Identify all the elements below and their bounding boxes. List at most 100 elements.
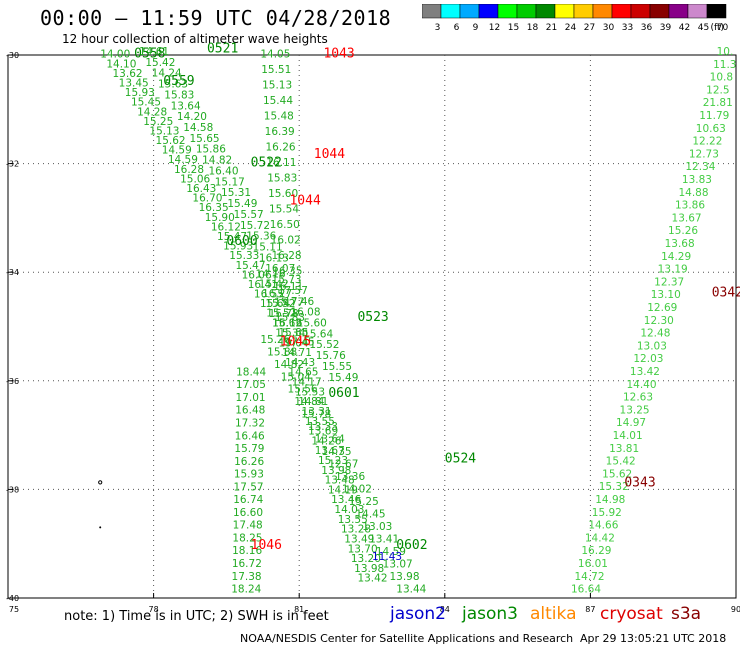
swh-value-label: 14.59 bbox=[168, 154, 198, 166]
pass-time-label: 1044 bbox=[289, 193, 320, 208]
swh-value-label: 14.00 bbox=[100, 49, 130, 61]
swh-value-label: 11.79 bbox=[699, 110, 729, 122]
swh-value-label: 14.19 bbox=[328, 484, 358, 496]
swh-value-label: 14.88 bbox=[678, 187, 708, 199]
swh-value-label: 14.26 bbox=[311, 435, 341, 447]
swh-value-label: 19.04 bbox=[279, 337, 309, 349]
colorbar-label: 45 bbox=[698, 23, 709, 33]
satellite-label-altika: altika bbox=[530, 604, 577, 624]
pass-time-label: 0522 bbox=[251, 155, 282, 170]
swh-value-label: 15.85 bbox=[278, 327, 308, 339]
swh-value-label: 15.93 bbox=[234, 469, 264, 481]
swh-value-label: 15.60 bbox=[297, 318, 327, 330]
x-tick-label: 90 bbox=[731, 605, 740, 614]
x-tick-label: 81 bbox=[294, 605, 304, 614]
swh-value-label: 15.36 bbox=[246, 231, 276, 243]
swh-value-label: 14.97 bbox=[616, 417, 646, 429]
pass-time-label: 1043 bbox=[323, 47, 354, 62]
swh-value-label: 13.49 bbox=[344, 533, 374, 545]
swh-value-label: 13.25 bbox=[620, 404, 650, 416]
swh-value-label: 14.28 bbox=[137, 106, 167, 118]
swh-value-label: 13.36 bbox=[335, 471, 365, 483]
colorbar-unit: (ft) bbox=[710, 23, 724, 33]
swh-value-label: 17.57 bbox=[278, 285, 308, 297]
island-marker bbox=[98, 480, 103, 485]
swh-value-label: 15.42 bbox=[259, 278, 289, 290]
swh-value-label: 16.35 bbox=[272, 266, 302, 278]
swh-value-label: 15.92 bbox=[592, 507, 622, 519]
swh-value-label: 15.55 bbox=[322, 361, 352, 373]
swh-value-label: 14.24 bbox=[152, 68, 182, 80]
swh-value-label: 15.42 bbox=[606, 456, 636, 468]
colorbar-label: 30 bbox=[603, 23, 615, 33]
swh-value-label: 13.03 bbox=[362, 521, 392, 533]
swh-value-label: 15.13 bbox=[262, 80, 292, 92]
swh-value-label: 14.10 bbox=[106, 58, 136, 70]
swh-value-label: 14.66 bbox=[588, 520, 618, 532]
swh-value-label: 15.93 bbox=[125, 87, 155, 99]
swh-value-label: 16.70 bbox=[192, 193, 222, 205]
pass-time-label: 0558 bbox=[134, 47, 165, 62]
swh-value-label: 15.56 bbox=[288, 384, 318, 396]
swh-value-label: 16.27 bbox=[262, 288, 292, 300]
swh-value-label: 10.8 bbox=[710, 72, 733, 84]
swh-value-label: 12.48 bbox=[640, 328, 670, 340]
swh-value-label: 13.20 bbox=[351, 553, 381, 565]
swh-value-label: 12.22 bbox=[692, 136, 722, 148]
swh-value-label: 15.57 bbox=[234, 209, 264, 221]
swh-value-label: 15.86 bbox=[196, 144, 226, 156]
satellite-label-jason3: jason3 bbox=[462, 604, 518, 624]
swh-value-label: 12.30 bbox=[644, 315, 674, 327]
swh-value-label: 15.45 bbox=[131, 97, 161, 109]
swh-value-label: 16.55 bbox=[254, 289, 284, 301]
swh-value-label: 15.17 bbox=[215, 176, 245, 188]
island-marker bbox=[99, 526, 102, 529]
swh-value-label: 17.46 bbox=[284, 296, 314, 308]
swh-value-label: 15.53 bbox=[295, 386, 325, 398]
pass-time-label: 1044 bbox=[314, 147, 345, 162]
swh-value-label: 13.07 bbox=[383, 559, 413, 571]
swh-value-label: 13.98 bbox=[389, 571, 419, 583]
swh-value-label: 21.81 bbox=[703, 97, 733, 109]
swh-value-label: 15.51 bbox=[261, 64, 291, 76]
swh-value-label: 13.70 bbox=[348, 543, 378, 555]
swh-value-label: 14.29 bbox=[661, 251, 691, 263]
swh-value-label: 14.17 bbox=[292, 377, 322, 389]
swh-value-label: 12.34 bbox=[685, 161, 715, 173]
swh-value-label: 15.77 bbox=[274, 297, 304, 309]
swh-value-label: 14.45 bbox=[355, 509, 385, 521]
x-tick-label: 78 bbox=[149, 605, 159, 614]
swh-value-label: 13.19 bbox=[658, 264, 688, 276]
swh-value-label: 13.64 bbox=[171, 100, 201, 112]
swh-value-label: 16.72 bbox=[232, 558, 262, 570]
colorbar-label: 18 bbox=[527, 23, 539, 33]
swh-value-label: 16.13 bbox=[259, 252, 289, 264]
swh-value-label: 14.58 bbox=[183, 122, 213, 134]
swh-value-label: 10. bbox=[717, 46, 734, 58]
swh-value-label: 12.03 bbox=[633, 353, 663, 365]
swh-value-label: 17.32 bbox=[235, 417, 265, 429]
swh-value-label: 16.35 bbox=[199, 202, 229, 214]
colorbar-label: 36 bbox=[641, 23, 653, 33]
x-tick-label: 84 bbox=[440, 605, 450, 614]
swh-value-label: 13.55 bbox=[305, 416, 335, 428]
swh-value-label: 14.02 bbox=[342, 484, 372, 496]
swh-value-label: 14.82 bbox=[274, 359, 304, 371]
swh-value-label: 18.24 bbox=[231, 584, 261, 596]
swh-value-label: 15.49 bbox=[227, 198, 257, 210]
swh-value-label: 16.01 bbox=[578, 558, 608, 570]
swh-value-label: 15.33 bbox=[229, 250, 259, 262]
swh-value-label: 16.46 bbox=[235, 430, 265, 442]
swh-value-label: 15.25 bbox=[349, 496, 379, 508]
satellite-label-cryosat: cryosat bbox=[600, 604, 663, 624]
colorbar-label: 9 bbox=[473, 23, 479, 33]
swh-value-label: 13.62 bbox=[113, 68, 143, 80]
swh-value-label: 17.45 bbox=[285, 337, 315, 349]
swh-value-label: 14.05 bbox=[260, 49, 290, 61]
swh-value-label: 14.40 bbox=[626, 379, 656, 391]
swh-value-label: 14.65 bbox=[288, 367, 318, 379]
pass-time-label: 0602 bbox=[396, 538, 427, 553]
swh-value-label: 13.98 bbox=[354, 563, 384, 575]
swh-value-label: 15.73 bbox=[272, 274, 302, 286]
